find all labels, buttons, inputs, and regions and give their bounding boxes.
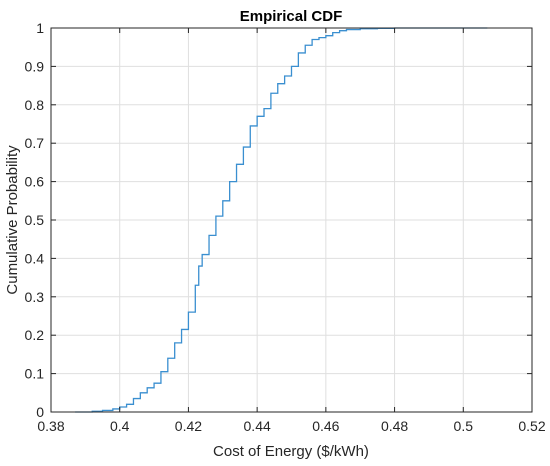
x-tick-label: 0.5	[454, 418, 474, 434]
y-tick-labels: 0 0.1 0.2 0.3 0.4 0.5 0.6 0.7 0.8 0.9 1	[25, 20, 45, 420]
x-tick-labels: 0.38 0.4 0.42 0.44 0.46 0.48 0.5 0.52	[37, 418, 545, 434]
x-tick-label: 0.4	[110, 418, 130, 434]
y-tick-label: 0	[36, 404, 44, 420]
tick-marks	[50, 27, 533, 413]
y-tick-label: 0.8	[25, 97, 45, 113]
x-tick-label: 0.46	[312, 418, 339, 434]
x-tick-label: 0.38	[37, 418, 64, 434]
y-tick-label: 0.7	[25, 135, 45, 151]
cdf-line	[75, 27, 488, 413]
x-tick-label: 0.42	[175, 418, 202, 434]
y-tick-label: 0.2	[25, 327, 45, 343]
x-axis-label: Cost of Energy ($/kWh)	[213, 443, 369, 460]
y-tick-label: 0.3	[25, 289, 45, 305]
x-tick-label: 0.48	[381, 418, 408, 434]
chart-title: Empirical CDF	[240, 8, 343, 25]
series-group	[75, 27, 488, 413]
y-axis-label: Cumulative Probability	[4, 145, 21, 295]
y-tick-label: 1	[36, 20, 44, 36]
y-tick-label: 0.9	[25, 58, 45, 74]
x-tick-label: 0.44	[244, 418, 271, 434]
y-tick-label: 0.6	[25, 174, 45, 190]
y-tick-label: 0.4	[25, 250, 45, 266]
y-tick-label: 0.1	[25, 366, 45, 382]
x-tick-label: 0.52	[518, 418, 545, 434]
y-tick-label: 0.5	[25, 212, 45, 228]
